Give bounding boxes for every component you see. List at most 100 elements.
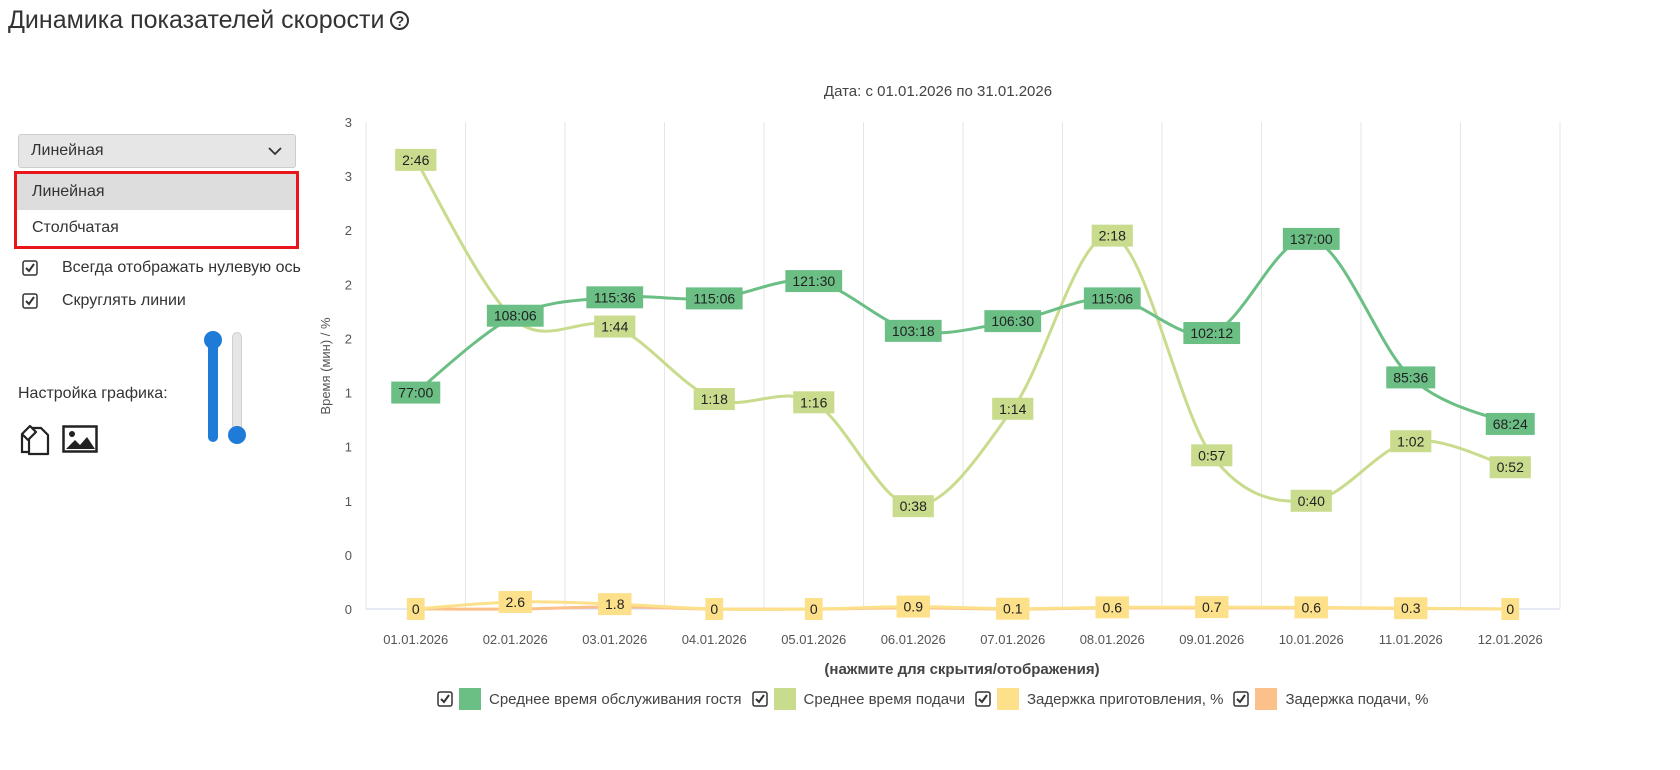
data-label: 0.6 — [1103, 599, 1123, 615]
data-label: 1:44 — [601, 319, 628, 335]
data-label-box — [1183, 322, 1241, 345]
y-tick-label: 3 — [345, 169, 352, 184]
data-label-box — [1290, 489, 1332, 512]
dropdown-option-bar[interactable]: Столбчатая — [32, 219, 119, 236]
x-tick-label: 06.01.2026 — [881, 632, 946, 647]
data-label-box — [406, 598, 425, 620]
zero-axis-label: Всегда отображать нулевую ось — [62, 259, 301, 276]
data-label: 0:38 — [900, 498, 927, 514]
data-label-box — [594, 315, 636, 338]
data-label: 0 — [810, 601, 818, 617]
legend-label: Среднее время подачи — [803, 690, 965, 708]
data-label: 85:36 — [1393, 369, 1428, 385]
data-label: 1:02 — [1397, 433, 1424, 449]
checkbox-checked-icon[interactable] — [437, 691, 453, 707]
data-label-box — [1091, 224, 1133, 247]
data-label-box — [685, 287, 743, 310]
data-label-box — [1394, 597, 1428, 620]
image-icon[interactable] — [62, 424, 98, 454]
x-tick-label: 05.01.2026 — [781, 632, 846, 647]
y-tick-label: 1 — [345, 494, 352, 509]
page-title-text: Динамика показателей скорости — [8, 6, 385, 34]
data-label: 0 — [1506, 601, 1514, 617]
dropdown-option-line[interactable]: Линейная — [17, 174, 296, 210]
y-tick-label: 2 — [345, 331, 352, 346]
data-label-box — [1386, 366, 1436, 389]
data-label: 108:06 — [494, 308, 537, 324]
data-label: 0:40 — [1298, 493, 1325, 509]
data-label-box — [984, 310, 1042, 333]
data-label: 0.9 — [904, 599, 924, 615]
series-line — [414, 159, 1511, 508]
legend-swatch — [1255, 688, 1278, 710]
data-label: 0 — [412, 601, 420, 617]
slider-2-track[interactable] — [232, 332, 242, 436]
data-label-box — [705, 598, 724, 620]
data-label: 2:46 — [402, 152, 429, 168]
legend-item[interactable]: Среднее время обслуживания гостя — [437, 688, 742, 710]
data-label-box — [498, 590, 532, 613]
legend-label: Задержка приготовления, % — [1026, 690, 1224, 708]
x-tick-label: 11.01.2026 — [1379, 632, 1443, 647]
data-label: 102:12 — [1190, 325, 1233, 341]
x-tick-label: 12.01.2026 — [1478, 632, 1543, 647]
data-label-box — [884, 319, 942, 342]
y-tick-label: 0 — [345, 548, 352, 563]
x-tick-label: 04.01.2026 — [682, 632, 747, 647]
chart-title: Дата: с 01.01.2026 по 31.01.2026 — [824, 83, 1052, 100]
smooth-lines-option[interactable]: Скруглять линии — [22, 292, 186, 310]
zero-axis-option[interactable]: Всегда отображать нулевую ось — [22, 259, 301, 277]
chart-settings-label: Настройка графика: — [18, 385, 168, 402]
legend-item[interactable]: Среднее время подачи — [751, 688, 965, 710]
chart-type-select-value: Линейная — [31, 142, 104, 159]
data-label: 121:30 — [792, 273, 835, 289]
data-label: 1:16 — [800, 394, 827, 410]
data-label: 137:00 — [1290, 231, 1333, 247]
x-tick-label: 02.01.2026 — [483, 632, 548, 647]
data-label: 115:06 — [1091, 290, 1133, 306]
data-label-box — [486, 304, 544, 327]
checkbox-checked-icon[interactable] — [975, 691, 991, 707]
question-circle-icon[interactable]: ? — [390, 11, 410, 30]
data-label-box — [1485, 412, 1535, 435]
legend-swatch — [996, 688, 1019, 710]
checkbox-checked-icon[interactable] — [22, 293, 38, 309]
copy-icon[interactable] — [18, 424, 52, 458]
data-label-box — [793, 391, 835, 414]
data-label: 115:36 — [594, 289, 636, 305]
data-label-box — [1390, 430, 1432, 453]
slider-1-track[interactable] — [208, 338, 218, 442]
legend-item[interactable]: Задержка приготовления, % — [975, 688, 1224, 710]
data-label-box — [896, 595, 930, 618]
x-tick-label: 10.01.2026 — [1279, 632, 1344, 647]
data-label: 0:57 — [1198, 447, 1225, 463]
data-label-box — [992, 397, 1034, 420]
y-tick-label: 1 — [345, 386, 352, 401]
data-label: 1.8 — [605, 596, 625, 612]
chart-type-select[interactable]: Линейная — [18, 134, 296, 168]
legend-item[interactable]: Задержка подачи, % — [1233, 688, 1429, 710]
data-label-box — [391, 381, 441, 404]
page-title: Динамика показателей скорости ? — [8, 6, 410, 35]
checkbox-checked-icon[interactable] — [751, 691, 768, 707]
slider-1-handle[interactable] — [204, 331, 222, 349]
data-label-box — [892, 495, 934, 518]
x-tick-label: 09.01.2026 — [1179, 632, 1244, 647]
x-tick-label: 08.01.2026 — [1080, 632, 1145, 647]
data-label-box — [785, 270, 843, 293]
checkbox-checked-icon[interactable] — [1233, 691, 1250, 707]
y-tick-label: 2 — [345, 277, 352, 292]
data-label-box — [1195, 596, 1229, 619]
x-tick-label: 03.01.2026 — [582, 632, 647, 647]
data-label: 103:18 — [892, 323, 935, 339]
checkbox-checked-icon[interactable] — [22, 260, 38, 276]
x-axis-title[interactable]: (нажмите для скрытия/отображения) — [824, 661, 1099, 678]
y-tick-label: 2 — [345, 223, 352, 238]
data-label-box — [586, 286, 644, 309]
slider-2-handle[interactable] — [228, 426, 246, 444]
data-label: 0:52 — [1497, 459, 1524, 475]
data-label-box — [996, 597, 1030, 620]
y-tick-label: 0 — [345, 602, 352, 617]
data-label: 115:06 — [693, 290, 735, 306]
